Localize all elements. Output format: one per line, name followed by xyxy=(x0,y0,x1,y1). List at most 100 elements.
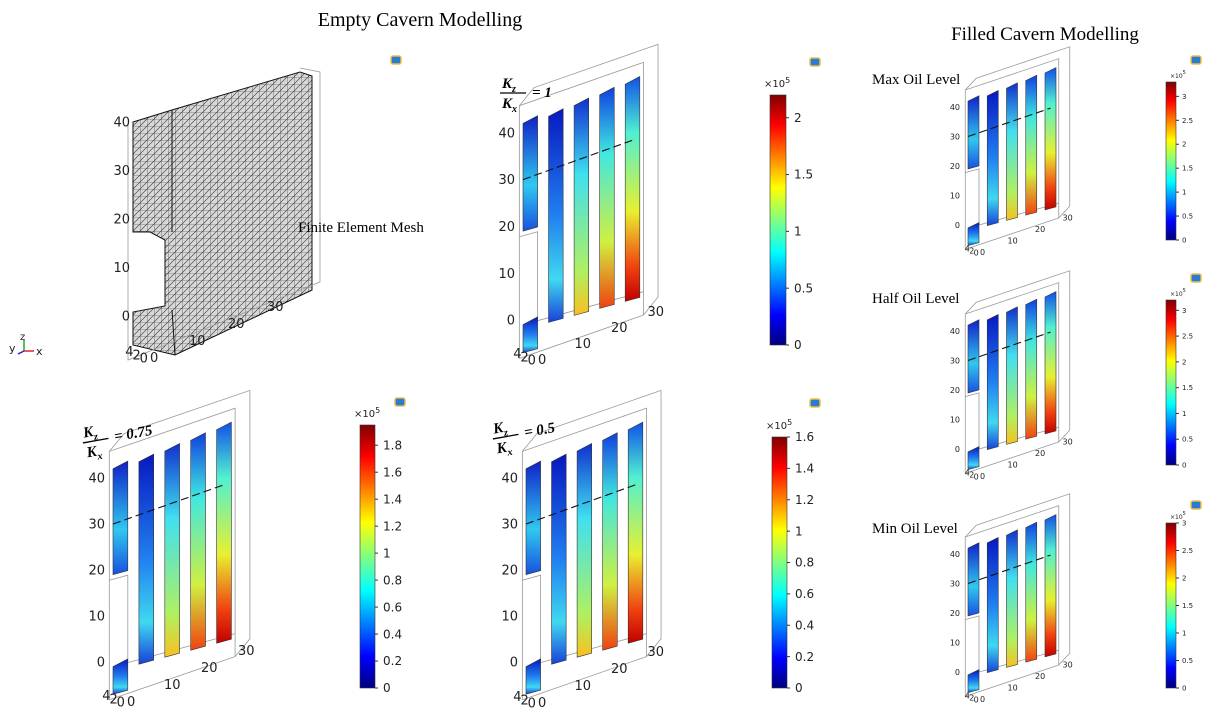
colorbar xyxy=(1165,81,1177,241)
wire-box xyxy=(108,389,251,657)
ratio-subscript: z xyxy=(502,427,509,439)
colorbar-tick-label: 2.5 xyxy=(1182,117,1193,125)
x-tick-label: 0 xyxy=(980,472,985,481)
x-tick-label: 0 xyxy=(127,695,135,710)
field-slab xyxy=(627,421,644,644)
ratio-subscript: x xyxy=(506,447,514,459)
ratio-value: = 0.5 xyxy=(523,420,557,441)
colorbar-tick-label: 0.5 xyxy=(1182,436,1193,444)
z-tick-label: 30 xyxy=(950,579,960,588)
wire-box xyxy=(964,493,1071,666)
z-tick-label: 0 xyxy=(955,221,960,230)
view-icon xyxy=(809,398,821,408)
y-tick-label: 4 xyxy=(965,244,970,253)
ratio-subscript: z xyxy=(511,84,516,95)
colorbar-tick-label: 0 xyxy=(1182,236,1186,244)
view-icon xyxy=(809,57,821,67)
field-slab xyxy=(1044,67,1057,211)
colorbar-tick-label: 2 xyxy=(794,111,802,125)
ratio-term: Kx xyxy=(501,96,517,115)
y-tick-label: 4 xyxy=(513,347,521,362)
field-slab xyxy=(967,319,980,394)
view-icon xyxy=(394,397,406,407)
y-tick-label: 2 xyxy=(969,246,974,255)
multiplier-exponent: 5 xyxy=(785,76,790,85)
colorbar-tick-label: 2.5 xyxy=(1182,333,1193,341)
x-tick-label: 10 xyxy=(1008,684,1018,693)
y-tick-label: 4 xyxy=(513,690,521,705)
z-tick-label: 20 xyxy=(501,564,518,579)
field-slab xyxy=(190,432,206,651)
colorbar-tick-label: 0.4 xyxy=(383,627,402,641)
field-slab xyxy=(1044,291,1057,435)
z-tick-label: 10 xyxy=(501,610,518,625)
wire-box xyxy=(964,270,1071,443)
field-slab xyxy=(216,421,232,644)
colorbar-tick-label: 0.6 xyxy=(795,587,814,601)
multiplier-base: ×10 xyxy=(1170,291,1183,298)
colorbar-tick-label: 0.5 xyxy=(794,281,813,295)
ratio-term: Kz xyxy=(501,76,516,95)
view-icon xyxy=(390,55,402,65)
z-tick-label: 10 xyxy=(88,610,105,625)
y-tick-label: 4 xyxy=(965,468,970,477)
field-slab xyxy=(1006,529,1018,668)
field-slab xyxy=(112,460,129,575)
y-tick-label: 2 xyxy=(969,470,974,479)
x-tick-label: 0 xyxy=(538,696,546,711)
ratio-term: Kz xyxy=(491,419,509,440)
wire-box xyxy=(518,61,644,359)
axis-triad: y z x xyxy=(9,332,43,358)
colorbar-tick-label: 1.4 xyxy=(383,492,402,506)
z-tick-label: 10 xyxy=(950,638,960,647)
view-icon xyxy=(1190,273,1202,283)
wire-box xyxy=(964,505,1060,697)
mesh-edge xyxy=(171,309,176,356)
field-slab xyxy=(164,442,180,658)
z-tick-label: 10 xyxy=(113,261,130,276)
colorbar-tick-label: 3 xyxy=(1182,93,1186,101)
x-tick-label: 30 xyxy=(1063,438,1073,447)
field-slab xyxy=(967,222,980,247)
ratio-symbol: K xyxy=(501,96,513,112)
panel-title: Min Oil Level xyxy=(872,521,958,537)
y-tick-label: 0 xyxy=(974,472,979,481)
colorbar-tick-label: 1 xyxy=(1182,410,1186,418)
colorbar xyxy=(1165,522,1177,689)
colorbar-tick-label: 0.4 xyxy=(795,618,814,632)
section-title: Filled Cavern Modelling xyxy=(951,24,1139,45)
x-tick-label: 30 xyxy=(267,300,284,315)
z-tick-label: 0 xyxy=(507,314,515,329)
field-slab xyxy=(573,97,590,316)
ratio-term: Kz xyxy=(81,423,99,444)
dashed-level xyxy=(522,139,633,181)
x-tick-label: 10 xyxy=(1008,237,1018,246)
colorbar-tick-label: 1.2 xyxy=(383,519,402,533)
y-tick-label: 4 xyxy=(102,689,110,704)
colorbar-tick-label: 2.5 xyxy=(1182,547,1193,555)
colorbar xyxy=(769,94,787,346)
wire-box xyxy=(965,615,1059,673)
field-slab xyxy=(1044,514,1057,658)
z-tick-label: 20 xyxy=(950,386,960,395)
fraction-bar xyxy=(82,437,109,444)
colorbar-multiplier: ×105 xyxy=(766,418,792,432)
colorbar-tick-label: 2 xyxy=(1182,141,1186,149)
multiplier-base: ×10 xyxy=(764,79,785,90)
wire-box xyxy=(522,389,662,657)
section-title: Empty Cavern Modelling xyxy=(318,9,522,31)
wire-box xyxy=(965,168,1059,226)
colorbar-tick-label: 1 xyxy=(794,225,802,239)
colorbar-tick-label: 1.5 xyxy=(1182,384,1193,392)
colorbar-tick-label: 0 xyxy=(383,681,391,695)
colorbar-tick-label: 0 xyxy=(1182,684,1186,692)
panel-title: Half Oil Level xyxy=(872,291,959,307)
colorbar-tick-label: 1.5 xyxy=(1182,165,1193,173)
wire-box xyxy=(109,574,236,664)
field-slab xyxy=(967,95,980,170)
colorbar-tick-label: 0.8 xyxy=(383,573,402,587)
